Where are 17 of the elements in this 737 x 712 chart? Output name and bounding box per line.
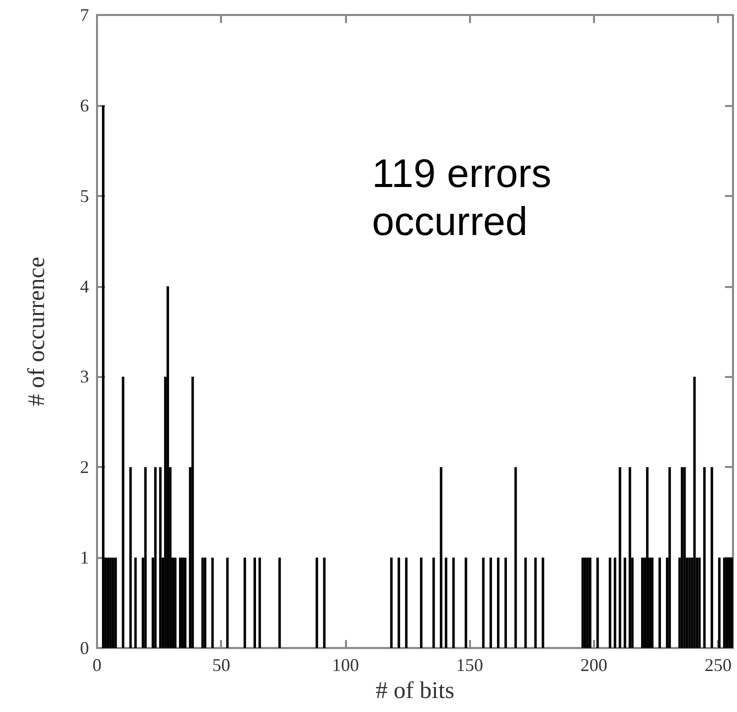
y-tick-label: 3 xyxy=(80,366,89,387)
y-tick-label: 6 xyxy=(80,95,89,116)
x-tick-label: 200 xyxy=(580,655,608,675)
x-axis-title: # of bits xyxy=(376,678,454,704)
y-tick-label: 4 xyxy=(80,276,89,296)
annotation: 119 errors occurred xyxy=(372,152,552,244)
x-tick-label: 150 xyxy=(456,655,484,675)
y-tick-label: 2 xyxy=(80,457,89,478)
y-tick-label: 0 xyxy=(80,638,89,658)
y-tick-label: 1 xyxy=(80,548,89,568)
x-tick-label: 100 xyxy=(332,655,359,675)
y-tick-label: 5 xyxy=(80,186,89,206)
x-tick-label: 0 xyxy=(92,655,102,675)
x-tick-label: 250 xyxy=(704,655,732,675)
y-axis-title: # of occurrence xyxy=(24,256,50,406)
x-tick-label: 50 xyxy=(212,655,230,675)
y-tick-label: 7 xyxy=(80,5,89,25)
